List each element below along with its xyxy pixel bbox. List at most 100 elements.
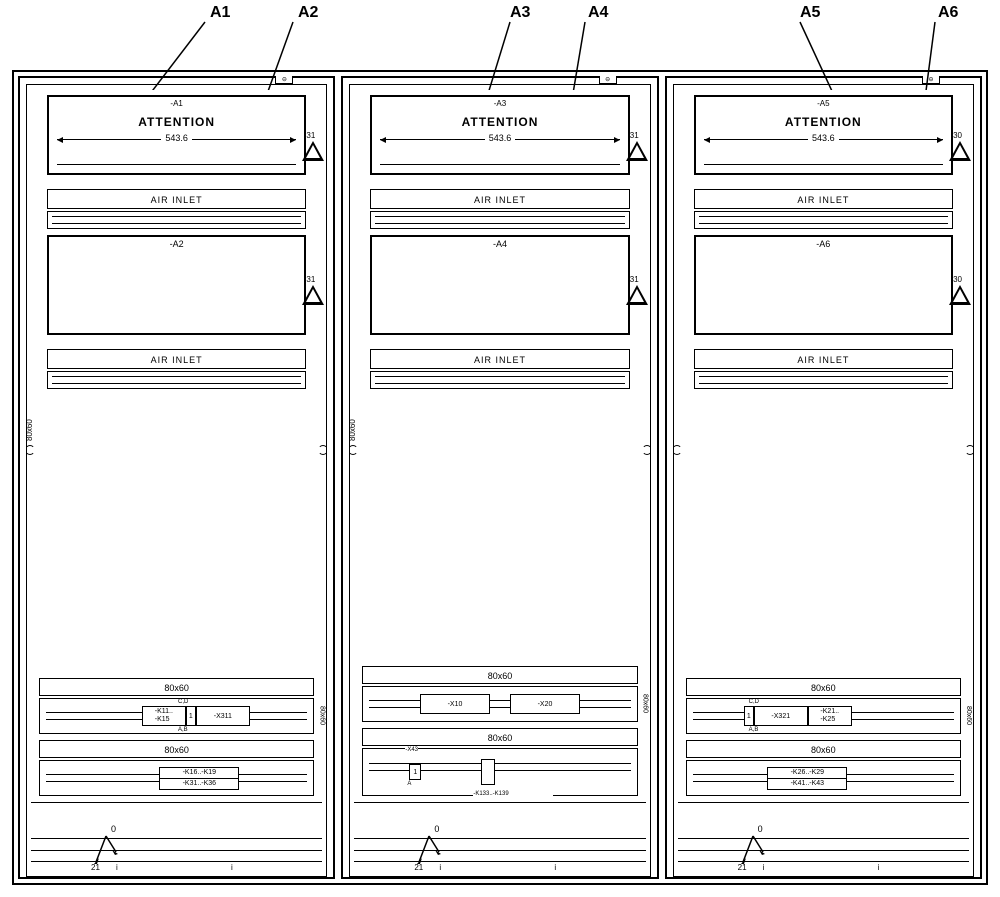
mark-21: 21	[414, 863, 423, 872]
top-notch: ⊖	[275, 76, 293, 84]
inner-frame: -A5 ATTENTION 543.6 30 AIR INLET -A6 30 …	[673, 84, 974, 877]
top-notch: ⊖	[922, 76, 940, 84]
cabinet-base: 0 21 i i	[354, 802, 645, 872]
side-label: 80x60	[348, 419, 357, 441]
terminal-1: 1	[186, 706, 196, 726]
module-id: -A2	[170, 239, 184, 249]
empty-space	[354, 389, 645, 666]
din-rail-1: 80x60 C,D A,B 1 -X321 -K21.. -K25	[686, 698, 961, 734]
inner-frame: 80x60 -A3 ATTENTION 543.6 31 AIR INLET -…	[349, 84, 650, 877]
mark-i: i	[763, 863, 765, 872]
mark-21: 21	[91, 863, 100, 872]
rail-label: 80x60	[39, 678, 314, 696]
air-inlet-slats	[47, 211, 306, 229]
warning-triangle-icon: 31	[626, 285, 648, 305]
warning-triangle-icon: 31	[302, 141, 324, 161]
warning-triangle-icon: 31	[302, 285, 324, 305]
attention-module-a1: -A1 ATTENTION 543.6	[47, 95, 306, 175]
mark-i: i	[439, 863, 441, 872]
rail-side-label: 80x60	[315, 699, 325, 733]
tag-x43: -X43	[405, 747, 418, 753]
component-k41-k43: -K41..-K43	[767, 778, 847, 790]
rail-section-2: 80x60 80x60 -X10 -X20 80x60 -X43 1 A	[362, 666, 637, 796]
rail-section-1: 80x60 80x60 -K11.. -K15 C,D A,B 1 -X311 …	[39, 678, 314, 796]
annotation-layer: A1 A2 A3 A4 A5 A6	[0, 0, 1000, 50]
rail-track	[369, 700, 630, 708]
din-rail-1: 80x60 -X10 -X20	[362, 686, 637, 722]
annotation-a3: A3	[510, 4, 530, 22]
label-k133-k139: -K133..-K139	[473, 791, 553, 797]
dimension: 543.6	[704, 139, 943, 150]
din-rail-2: -X43 1 A -K133..-K139	[362, 748, 637, 796]
base-rails	[354, 838, 645, 862]
din-rail-1: 80x60 -K11.. -K15 C,D A,B 1 -X311	[39, 698, 314, 734]
empty-space	[678, 389, 969, 678]
tag-ab: A,B	[749, 727, 759, 733]
warning-triangle-icon: 30	[949, 141, 971, 161]
component-x321: -X321	[754, 706, 808, 726]
warning-triangle-icon: 30	[949, 285, 971, 305]
module-id: -A6	[816, 239, 830, 249]
dim-line	[704, 164, 943, 165]
annotation-a2: A2	[298, 4, 318, 22]
rail-label: 80x60	[686, 740, 961, 758]
rail-label: 80x60	[362, 728, 637, 746]
air-inlet-label: AIR INLET	[694, 349, 953, 369]
base-rails	[678, 838, 969, 862]
annotation-a5: A5	[800, 4, 820, 22]
component-k31-k36: -K31..-K36	[159, 778, 239, 790]
dim-line	[57, 164, 296, 165]
zoom-mark: 0	[111, 824, 116, 834]
component-stack: -K26..-K29 -K41..-K43	[767, 767, 847, 790]
air-inlet-label: AIR INLET	[47, 189, 306, 209]
air-inlet-slats	[370, 371, 629, 389]
inner-frame: 80x60 -A1 ATTENTION 543.6 31 AIR INLET -…	[26, 84, 327, 877]
module-id: -A3	[494, 99, 506, 108]
air-inlet-slats	[370, 211, 629, 229]
air-inlet-slats	[47, 371, 306, 389]
base-rails	[31, 838, 322, 862]
rail-label: 80x60	[39, 740, 314, 758]
terminal-x43: 1	[409, 764, 421, 780]
module-a6: -A6	[694, 235, 953, 335]
dimension: 543.6	[57, 139, 296, 150]
circle-mark	[965, 445, 975, 455]
circle-mark	[25, 445, 35, 455]
empty-space	[31, 389, 322, 678]
tag-cd: C,D	[749, 699, 759, 705]
zoom-mark: 0	[434, 824, 439, 834]
mark-i: i	[878, 863, 880, 872]
dimension: 543.6	[380, 139, 619, 150]
top-notch: ⊖	[599, 76, 617, 84]
tag-ab: A,B	[178, 727, 188, 733]
rail-side-label: 80x60	[639, 687, 649, 721]
cabinet-1: ⊖ 80x60 -A1 ATTENTION 543.6 31 AIR INLET…	[18, 76, 335, 879]
circle-mark	[318, 445, 328, 455]
module-id: -A1	[170, 99, 182, 108]
rail-label: 80x60	[362, 666, 637, 684]
module-id: -A4	[493, 239, 507, 249]
component-block	[481, 759, 495, 785]
rail-section-3: 80x60 80x60 C,D A,B 1 -X321 -K21.. -K25 …	[686, 678, 961, 796]
rail-side-label: 80x60	[962, 699, 972, 733]
cabinet-base: 0 21 i i	[31, 802, 322, 872]
din-rail-2: -K16..-K19 -K31..-K36	[39, 760, 314, 796]
terminal-1: 1	[744, 706, 754, 726]
component-x20: -X20	[510, 694, 580, 714]
component-k11-k15: -K11.. -K15	[142, 706, 186, 726]
attention-text: ATTENTION	[696, 115, 951, 129]
module-id: -A5	[817, 99, 829, 108]
attention-module-a5: -A5 ATTENTION 543.6	[694, 95, 953, 175]
mark-i: i	[554, 863, 556, 872]
zoom-mark: 0	[758, 824, 763, 834]
air-inlet-label: AIR INLET	[370, 189, 629, 209]
mark-i: i	[231, 863, 233, 872]
component-x311: -X311	[196, 706, 250, 726]
air-inlet-label: AIR INLET	[370, 349, 629, 369]
mark-i: i	[116, 863, 118, 872]
cabinet-assembly: ⊖ 80x60 -A1 ATTENTION 543.6 31 AIR INLET…	[12, 70, 988, 885]
attention-text: ATTENTION	[372, 115, 627, 129]
air-inlet-label: AIR INLET	[694, 189, 953, 209]
dim-line	[380, 164, 619, 165]
module-a4: -A4	[370, 235, 629, 335]
